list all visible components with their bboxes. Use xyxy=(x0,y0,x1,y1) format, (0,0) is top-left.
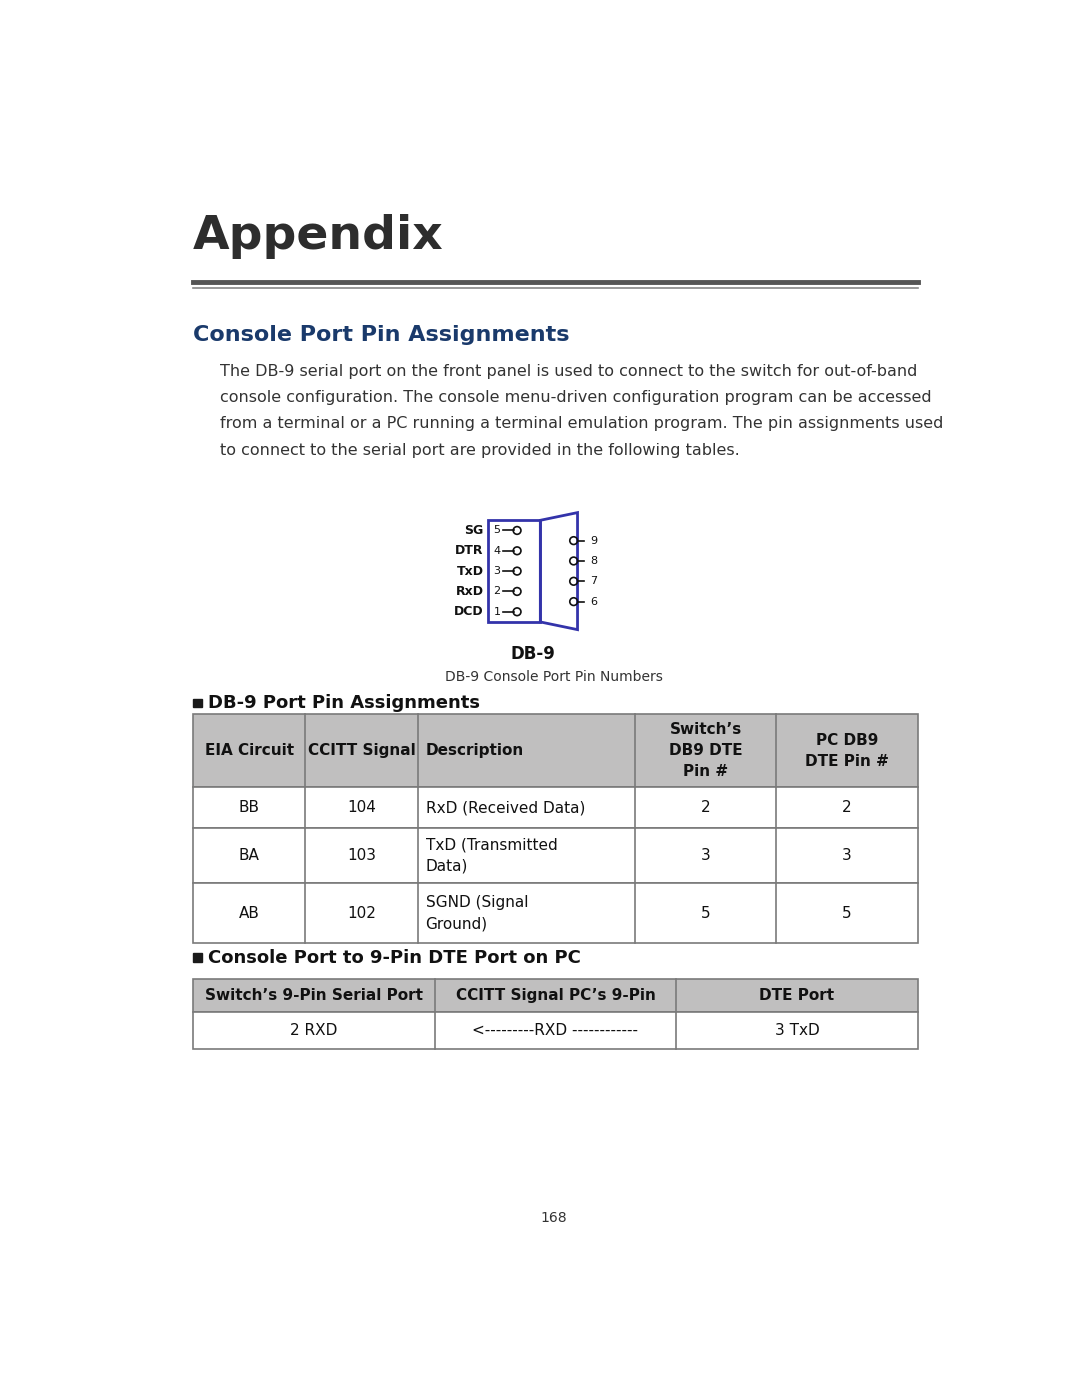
Text: 3: 3 xyxy=(701,848,711,863)
Text: AB: AB xyxy=(239,905,259,921)
Text: 6: 6 xyxy=(590,597,597,606)
Text: RxD (Received Data): RxD (Received Data) xyxy=(426,800,585,814)
Text: DB-9: DB-9 xyxy=(510,645,555,664)
Text: DCD: DCD xyxy=(454,605,484,619)
Text: 2: 2 xyxy=(842,800,852,814)
Text: 7: 7 xyxy=(590,577,597,587)
Text: BA: BA xyxy=(239,848,259,863)
Text: 3: 3 xyxy=(842,848,852,863)
Text: CCITT Signal PC’s 9-Pin: CCITT Signal PC’s 9-Pin xyxy=(456,988,656,1003)
Text: 2 RXD: 2 RXD xyxy=(291,1023,338,1038)
Text: SGND (Signal
Ground): SGND (Signal Ground) xyxy=(426,895,528,930)
Text: 5: 5 xyxy=(701,905,711,921)
Bar xyxy=(193,883,918,943)
Bar xyxy=(193,827,918,883)
Text: RxD: RxD xyxy=(456,585,484,598)
Text: 103: 103 xyxy=(347,848,376,863)
Text: DB-9 Console Port Pin Numbers: DB-9 Console Port Pin Numbers xyxy=(445,669,662,683)
Text: 2: 2 xyxy=(494,587,500,597)
Text: 168: 168 xyxy=(540,1211,567,1225)
Text: 104: 104 xyxy=(347,800,376,814)
Text: Switch’s 9-Pin Serial Port: Switch’s 9-Pin Serial Port xyxy=(205,988,423,1003)
Text: <---------RXD ------------: <---------RXD ------------ xyxy=(472,1023,638,1038)
Text: 1: 1 xyxy=(494,606,500,617)
Text: EIA Circuit: EIA Circuit xyxy=(205,743,294,759)
Text: DB-9 Port Pin Assignments: DB-9 Port Pin Assignments xyxy=(207,694,480,712)
Text: DTR: DTR xyxy=(456,545,484,557)
Text: 8: 8 xyxy=(590,556,597,566)
Text: from a terminal or a PC running a terminal emulation program. The pin assignment: from a terminal or a PC running a termin… xyxy=(220,416,944,432)
Text: TxD: TxD xyxy=(457,564,484,577)
Bar xyxy=(193,979,918,1011)
Text: PC DB9
DTE Pin #: PC DB9 DTE Pin # xyxy=(806,733,889,768)
Text: The DB-9 serial port on the front panel is used to connect to the switch for out: The DB-9 serial port on the front panel … xyxy=(220,365,918,379)
Text: Console Port Pin Assignments: Console Port Pin Assignments xyxy=(193,326,569,345)
Text: console configuration. The console menu-driven configuration program can be acce: console configuration. The console menu-… xyxy=(220,390,932,405)
Text: TxD (Transmitted
Data): TxD (Transmitted Data) xyxy=(426,837,557,873)
Text: 102: 102 xyxy=(347,905,376,921)
Text: to connect to the serial port are provided in the following tables.: to connect to the serial port are provid… xyxy=(220,443,740,458)
Text: 3: 3 xyxy=(494,566,500,576)
Text: 3 TxD: 3 TxD xyxy=(774,1023,820,1038)
Text: BB: BB xyxy=(239,800,260,814)
Text: SG: SG xyxy=(464,524,484,536)
Text: CCITT Signal: CCITT Signal xyxy=(308,743,416,759)
Bar xyxy=(193,953,202,963)
Bar xyxy=(193,714,918,788)
Text: 5: 5 xyxy=(842,905,852,921)
Bar xyxy=(193,1011,918,1049)
Text: 5: 5 xyxy=(494,525,500,535)
Text: Console Port to 9-Pin DTE Port on PC: Console Port to 9-Pin DTE Port on PC xyxy=(207,949,581,967)
Text: 9: 9 xyxy=(590,535,597,546)
Text: 4: 4 xyxy=(494,546,500,556)
Bar xyxy=(193,788,918,827)
Text: Switch’s
DB9 DTE
Pin #: Switch’s DB9 DTE Pin # xyxy=(669,722,743,780)
Text: Appendix: Appendix xyxy=(193,214,444,258)
Text: 2: 2 xyxy=(701,800,711,814)
Bar xyxy=(193,698,202,707)
Text: Description: Description xyxy=(426,743,524,759)
Text: DTE Port: DTE Port xyxy=(759,988,835,1003)
